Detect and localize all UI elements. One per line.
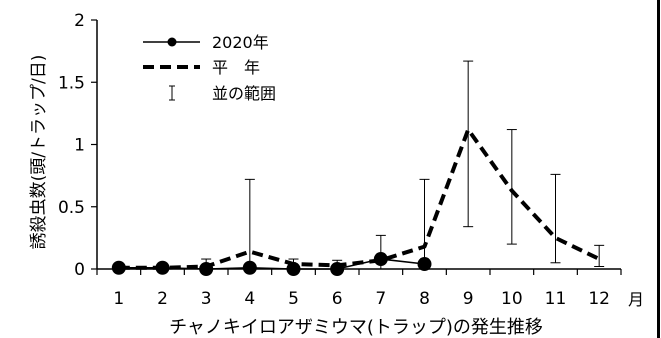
y-tick-label: 0 (74, 260, 85, 280)
x-axis-label: チャノキイロアザミウマ(トラップ)の発生推移 (169, 317, 543, 338)
legend-marker-2020 (167, 37, 177, 47)
x-tick-label: 10 (501, 289, 523, 309)
x-tick-label: 3 (201, 289, 212, 309)
legend: 2020年 平 年 並の範囲 (143, 33, 276, 103)
y-axis-label: 誘殺虫数(頭/トラップ/日) (29, 55, 49, 250)
x-tick-label: 5 (288, 289, 299, 309)
x-axis-unit: 月 (628, 290, 644, 309)
data-point-2020 (111, 260, 126, 275)
series-lines (118, 127, 601, 270)
y-tick-label: 1 (74, 136, 85, 156)
x-tick-label: 8 (419, 289, 430, 309)
series-line-normal (118, 127, 601, 270)
x-tick-label: 9 (463, 289, 474, 309)
y-tick-label: 1.5 (58, 73, 85, 93)
legend-label-2020: 2020年 (212, 33, 269, 52)
axes (91, 19, 622, 275)
series-line-2020 (118, 258, 425, 270)
x-tick-label: 2 (157, 289, 168, 309)
x-tick-label: 7 (375, 289, 386, 309)
x-tick-label: 6 (332, 289, 343, 309)
data-point-2020 (330, 262, 345, 276)
series-markers (111, 252, 432, 276)
data-point-2020 (199, 262, 214, 276)
legend-label-range: 並の範囲 (212, 84, 276, 103)
legend-label-normal: 平 年 (212, 58, 260, 77)
data-point-2020 (286, 262, 301, 276)
right-border (657, 0, 660, 338)
x-tick-label: 4 (244, 289, 255, 309)
data-point-2020 (242, 260, 257, 275)
x-tick-label: 11 (545, 289, 567, 309)
x-tick-label: 1 (113, 289, 124, 309)
tick-labels: 00.511.521 2 3 4 5 6 7 8 9 10 11 12 (58, 11, 610, 309)
error-bars (113, 60, 605, 270)
data-point-2020 (155, 260, 170, 275)
x-tick-label: 12 (588, 289, 610, 309)
y-tick-label: 2 (74, 11, 85, 31)
data-point-2020 (417, 257, 432, 272)
data-point-2020 (373, 252, 388, 267)
y-tick-label: 0.5 (58, 198, 85, 218)
